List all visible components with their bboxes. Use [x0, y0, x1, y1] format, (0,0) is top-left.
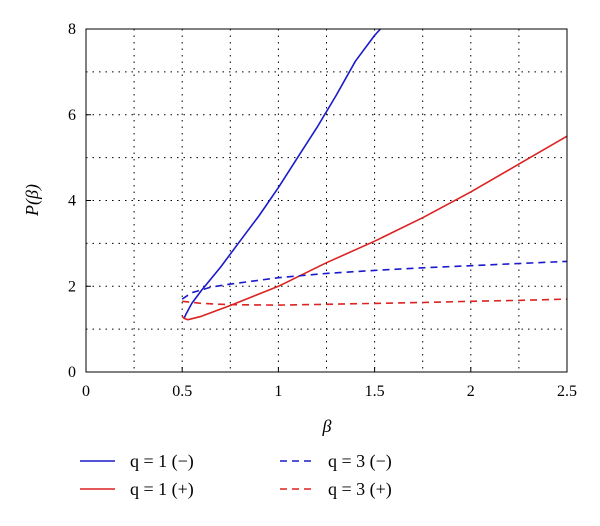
- x-tick-label: 1: [274, 383, 282, 400]
- series-line-q-3: [181, 260, 568, 300]
- legend: q = 1 (−) q = 3 (−) q = 1 (+) q = 3 (+): [80, 451, 392, 500]
- legend-label: q = 1 (−): [130, 451, 194, 472]
- y-tick-label: 4: [68, 193, 76, 210]
- y-tick-label: 2: [68, 278, 76, 295]
- series-line-q-1: [181, 135, 568, 321]
- y-tick-label: 6: [68, 107, 76, 124]
- series-line-q-3: [182, 298, 568, 306]
- y-axis-label: P(β): [22, 184, 43, 217]
- legend-label: q = 1 (+): [130, 479, 194, 500]
- x-tick-label: 2.5: [557, 383, 577, 400]
- legend-label: q = 3 (+): [328, 479, 392, 500]
- y-tick-label: 8: [68, 21, 76, 38]
- x-tick-label: 1.5: [365, 383, 385, 400]
- plot-lines: [181, 28, 568, 321]
- series-line-q-1: [183, 28, 381, 319]
- x-tick-label: 2: [467, 383, 475, 400]
- x-tick-label: 0.5: [172, 383, 192, 400]
- legend-label: q = 3 (−): [328, 451, 392, 472]
- y-tick-label: 0: [68, 364, 76, 381]
- ticks: 0 0.5 1 1.5 2 2.5 0 2 4 6 8: [68, 21, 577, 400]
- x-tick-label: 0: [82, 383, 90, 400]
- grid: [86, 29, 567, 372]
- x-axis-label: β: [322, 416, 332, 436]
